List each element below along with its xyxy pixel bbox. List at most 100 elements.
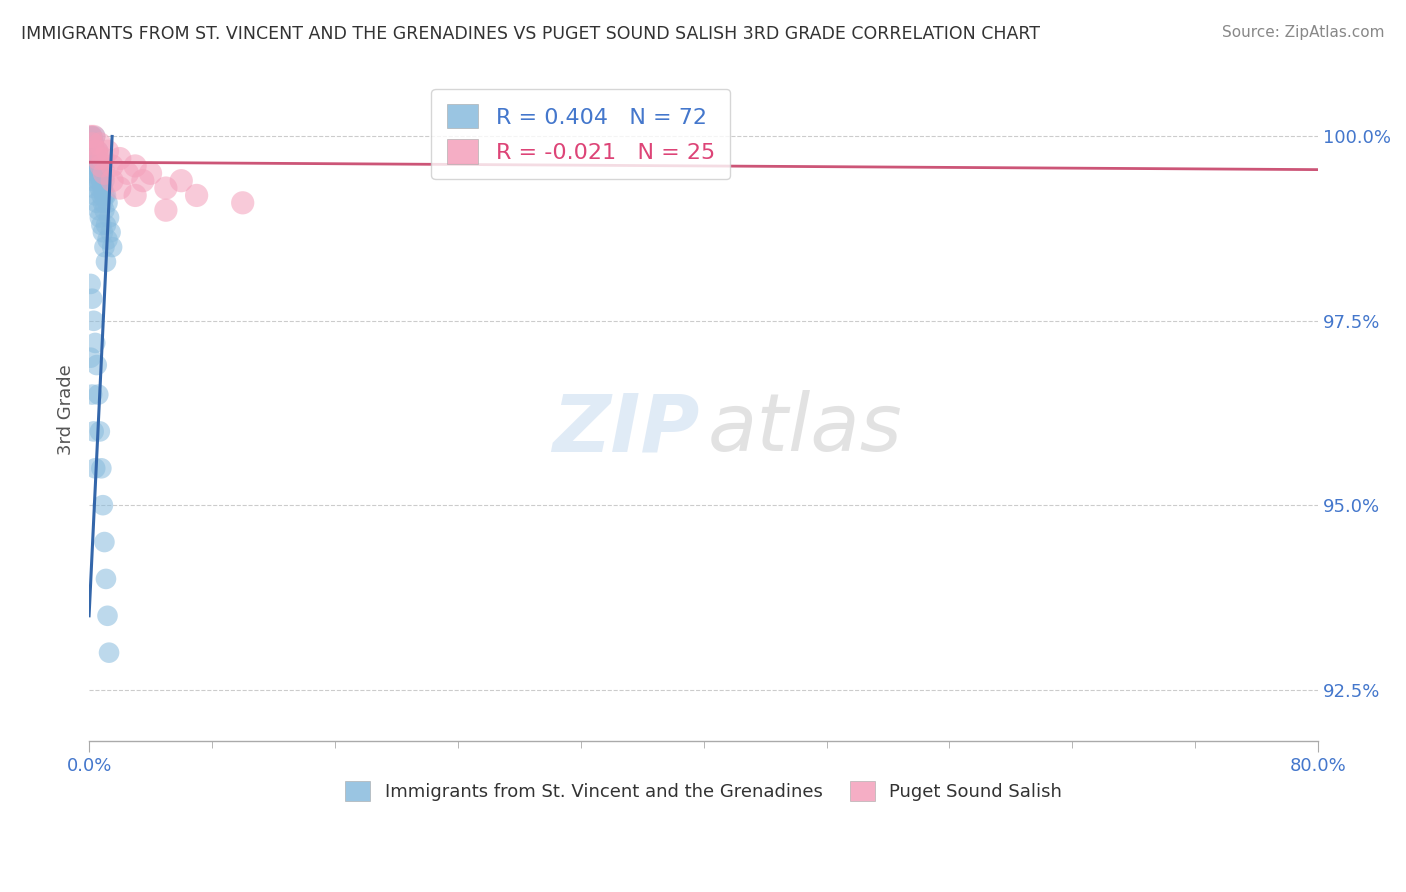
Point xyxy=(89,136,111,151)
Point xyxy=(101,159,124,173)
Point xyxy=(86,358,108,372)
Point xyxy=(87,174,110,188)
Point xyxy=(84,129,107,144)
Point xyxy=(96,233,118,247)
Point xyxy=(93,240,115,254)
Point xyxy=(84,144,107,158)
Point xyxy=(96,195,118,210)
Point xyxy=(86,152,108,166)
Point xyxy=(170,174,193,188)
Text: ZIP: ZIP xyxy=(553,390,700,468)
Point xyxy=(90,159,112,173)
Point xyxy=(86,144,108,158)
Point xyxy=(124,188,146,202)
Point xyxy=(82,136,104,151)
Point xyxy=(101,174,124,188)
Point xyxy=(91,498,114,512)
Point xyxy=(96,144,118,158)
Point xyxy=(98,211,121,225)
Text: atlas: atlas xyxy=(707,390,903,468)
Point xyxy=(82,129,104,144)
Point xyxy=(79,166,101,180)
Point xyxy=(89,166,111,180)
Point xyxy=(82,174,104,188)
Point xyxy=(87,144,110,158)
Y-axis label: 3rd Grade: 3rd Grade xyxy=(58,364,75,455)
Point xyxy=(108,152,131,166)
Point xyxy=(186,188,208,202)
Point xyxy=(93,203,115,218)
Point xyxy=(79,144,101,158)
Point xyxy=(90,218,112,232)
Point xyxy=(83,136,105,151)
Point xyxy=(101,240,124,254)
Point xyxy=(87,203,110,218)
Point xyxy=(82,129,104,144)
Point xyxy=(93,535,115,549)
Point xyxy=(89,211,111,225)
Point xyxy=(91,181,114,195)
Point xyxy=(89,166,111,180)
Point xyxy=(117,166,139,180)
Point xyxy=(91,195,114,210)
Point xyxy=(86,195,108,210)
Point xyxy=(83,152,105,166)
Point xyxy=(79,351,101,365)
Point xyxy=(79,277,101,291)
Point xyxy=(98,646,121,660)
Point xyxy=(79,129,101,144)
Point xyxy=(94,218,117,232)
Point xyxy=(83,136,105,151)
Point xyxy=(93,166,115,180)
Point xyxy=(82,144,104,158)
Point xyxy=(232,195,254,210)
Point xyxy=(139,166,162,180)
Point xyxy=(89,166,111,180)
Point xyxy=(83,181,105,195)
Point xyxy=(82,129,104,144)
Point xyxy=(84,159,107,173)
Point xyxy=(90,461,112,475)
Point xyxy=(90,159,112,173)
Point xyxy=(90,174,112,188)
Point xyxy=(91,152,114,166)
Point xyxy=(87,387,110,401)
Point xyxy=(91,225,114,239)
Point xyxy=(83,314,105,328)
Point xyxy=(90,188,112,202)
Point xyxy=(79,129,101,144)
Point xyxy=(86,152,108,166)
Point xyxy=(84,144,107,158)
Point xyxy=(100,225,122,239)
Point xyxy=(83,129,105,144)
Point xyxy=(84,188,107,202)
Point xyxy=(108,181,131,195)
Point xyxy=(94,188,117,202)
Point xyxy=(87,159,110,173)
Point xyxy=(94,572,117,586)
Point xyxy=(89,181,111,195)
Legend: Immigrants from St. Vincent and the Grenadines, Puget Sound Salish: Immigrants from St. Vincent and the Gren… xyxy=(335,770,1073,812)
Point xyxy=(93,188,115,202)
Point xyxy=(79,136,101,151)
Point xyxy=(90,174,112,188)
Point xyxy=(124,159,146,173)
Point xyxy=(94,255,117,269)
Point xyxy=(84,144,107,158)
Point xyxy=(82,292,104,306)
Point xyxy=(155,181,177,195)
Point xyxy=(89,425,111,439)
Text: IMMIGRANTS FROM ST. VINCENT AND THE GRENADINES VS PUGET SOUND SALISH 3RD GRADE C: IMMIGRANTS FROM ST. VINCENT AND THE GREN… xyxy=(21,25,1040,43)
Text: Source: ZipAtlas.com: Source: ZipAtlas.com xyxy=(1222,25,1385,40)
Point xyxy=(84,461,107,475)
Point xyxy=(132,174,155,188)
Point xyxy=(96,608,118,623)
Point xyxy=(84,335,107,350)
Point xyxy=(155,203,177,218)
Point xyxy=(91,181,114,195)
Point xyxy=(93,174,115,188)
Point xyxy=(87,152,110,166)
Point xyxy=(82,387,104,401)
Point xyxy=(83,136,105,151)
Point xyxy=(86,152,108,166)
